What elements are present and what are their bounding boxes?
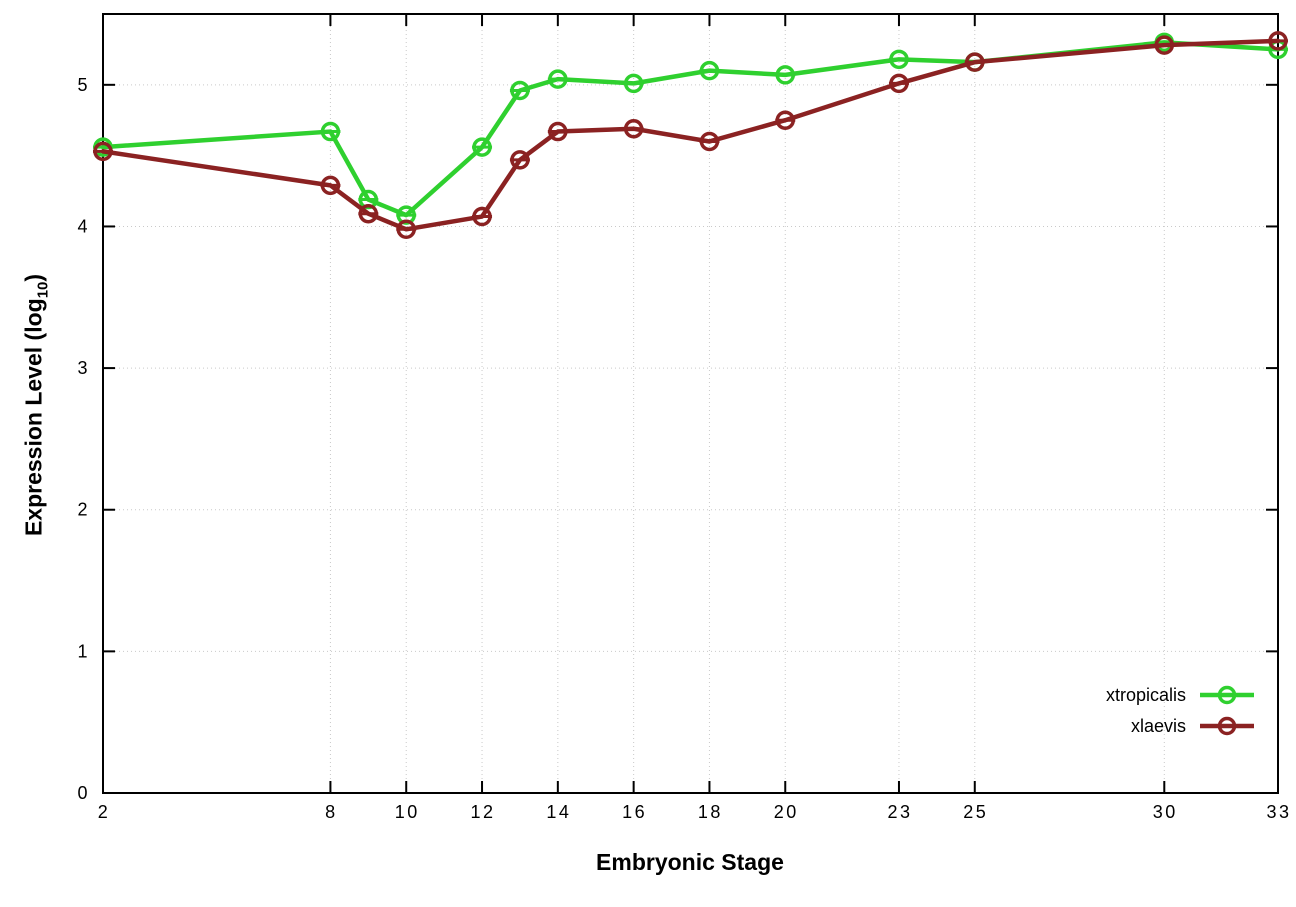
x-tick-label: 23 (887, 802, 912, 822)
x-tick-label: 16 (622, 802, 647, 822)
data-point-xtropicalis (510, 80, 530, 101)
x-tick-label: 10 (395, 802, 420, 822)
data-point-xlaevis (1268, 31, 1288, 51)
x-tick-label: 14 (546, 802, 571, 822)
x-tick-label: 2 (98, 802, 111, 822)
y-axis-label: Expression Level (log10) (21, 274, 52, 536)
data-point-xtropicalis (775, 65, 796, 85)
data-point-xlaevis (965, 52, 985, 72)
data-point-xtropicalis (548, 69, 568, 89)
x-axis-label: Embryonic Stage (596, 849, 784, 875)
legend-label-xtropicalis: xtropicalis (1105, 684, 1186, 705)
data-point-xtropicalis (396, 205, 416, 225)
y-axis-label-sub: 10 (34, 281, 52, 299)
data-point-xlaevis (775, 110, 796, 130)
data-point-xlaevis (699, 131, 720, 152)
y-axis-label-close: ) (20, 273, 47, 282)
data-point-xlaevis (1154, 35, 1175, 55)
x-tick-label: 25 (963, 802, 988, 822)
data-point-xlaevis (510, 150, 530, 170)
y-axis-label-main: Expression Level (log (20, 298, 47, 537)
y-tick-label: 4 (77, 216, 90, 236)
legend-item-xlaevis: xlaevis (1131, 715, 1256, 737)
data-point-xtropicalis (889, 49, 909, 70)
legend: xtropicalis xlaevis (1106, 684, 1256, 737)
data-point-xtropicalis (358, 189, 379, 210)
legend-line-sample-icon (1200, 716, 1254, 736)
y-tick-label: 0 (77, 783, 90, 803)
data-point-xlaevis (623, 118, 644, 139)
x-tick-label: 20 (774, 802, 799, 822)
x-tick-label: 8 (325, 802, 338, 822)
data-point-xlaevis (93, 141, 113, 162)
legend-label-xlaevis: xlaevis (1130, 715, 1186, 736)
data-point-xtropicalis (320, 121, 341, 142)
y-tick-label: 5 (77, 75, 90, 95)
data-point-xlaevis (889, 73, 909, 94)
series-line-xtropicalis (100, 40, 1281, 218)
legend-line-sample-icon (1200, 685, 1254, 705)
data-point-xlaevis (396, 219, 416, 240)
y-tick-label: 2 (77, 500, 90, 520)
plot-border (102, 13, 1279, 794)
data-point-xtropicalis (623, 73, 644, 94)
data-point-xtropicalis (699, 60, 720, 81)
data-point-xlaevis (472, 206, 492, 227)
x-tick-label: 12 (471, 802, 496, 822)
data-point-xtropicalis (472, 137, 492, 157)
x-tick-label: 33 (1266, 802, 1291, 822)
data-point-xlaevis (548, 121, 568, 142)
data-point-xlaevis (320, 175, 341, 196)
legend-item-xtropicalis: xtropicalis (1106, 684, 1256, 706)
data-point-xlaevis (358, 203, 379, 224)
x-tick-label: 30 (1153, 802, 1178, 822)
y-tick-label: 1 (77, 641, 90, 661)
x-tick-label: 18 (698, 802, 723, 822)
y-tick-label: 3 (77, 358, 90, 378)
